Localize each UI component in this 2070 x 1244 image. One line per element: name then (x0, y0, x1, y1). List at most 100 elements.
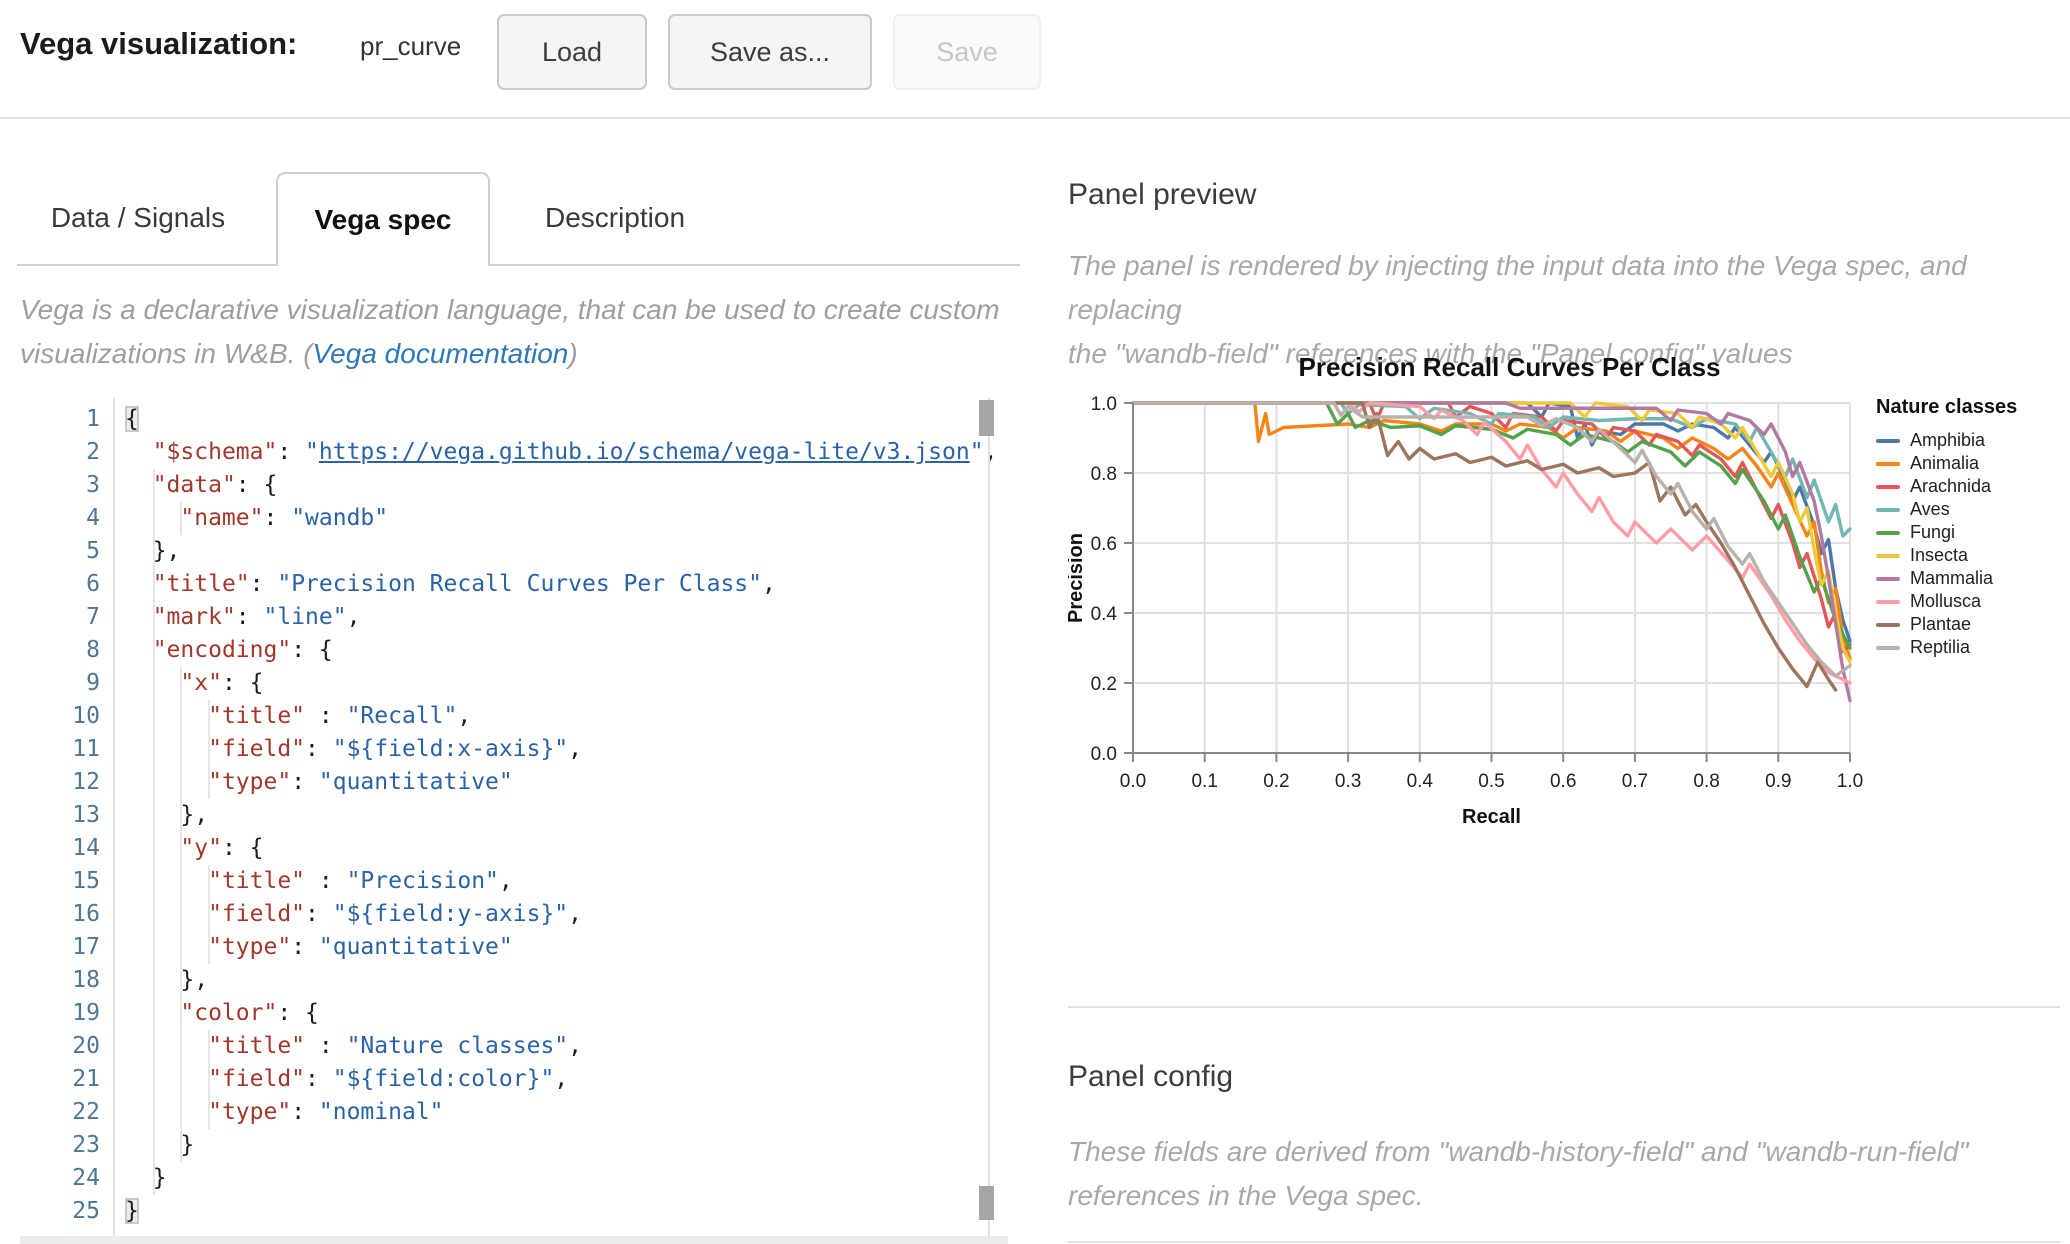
code-line[interactable]: "mark": "line", (152, 604, 361, 630)
code-line[interactable]: "title" : "Precision", (208, 868, 513, 894)
code-line[interactable]: }, (125, 802, 209, 828)
code-line[interactable]: "type": "quantitative" (208, 769, 513, 795)
svg-text:0.2: 0.2 (1263, 771, 1289, 792)
code-line[interactable]: "$schema": "https://vega.github.io/schem… (152, 439, 998, 465)
vega-intro-text: Vega is a declarative visualization lang… (20, 288, 1000, 376)
line-number: 20 (72, 1033, 100, 1059)
indent-guide (152, 469, 155, 1195)
intro-line-1: Vega is a declarative visualization lang… (20, 294, 1000, 325)
legend-swatch-insecta (1876, 553, 1900, 558)
code-line[interactable]: "encoding": { (152, 637, 333, 663)
legend-item: Arachnida (1876, 475, 2066, 498)
load-button[interactable]: Load (497, 14, 647, 90)
code-line[interactable]: } (125, 1165, 167, 1191)
editor-horizontal-scrollbar (20, 1236, 1008, 1244)
code-line[interactable]: "field": "${field:y-axis}", (208, 901, 582, 927)
preview-config-divider (1068, 1006, 2060, 1008)
legend-item: Amphibia (1876, 429, 2066, 452)
legend-swatch-reptilia (1876, 645, 1900, 650)
active-tab-mask (278, 262, 488, 268)
line-number: 15 (72, 868, 100, 894)
svg-text:Recall: Recall (1462, 806, 1521, 828)
line-number: 21 (72, 1066, 100, 1092)
tab-description[interactable]: Description (544, 202, 686, 233)
line-number: 13 (72, 802, 100, 828)
legend-swatch-amphibia (1876, 438, 1900, 443)
pr-chart-svg: 0.0 0.1 0.2 0.3 0.4 0.5 0.6 0.7 0.8 0.9 1.0 0.0 0.2 0… (1065, 352, 1863, 828)
legend-label: Animalia (1910, 453, 1980, 473)
legend-item: Fungi (1876, 521, 2066, 544)
indent-guide (208, 1030, 211, 1129)
svg-text:0.3: 0.3 (1335, 771, 1361, 792)
code-line[interactable]: }, (125, 967, 209, 993)
editor-gutter-border (113, 398, 115, 1244)
line-number: 4 (86, 505, 100, 531)
line-number: 9 (86, 670, 100, 696)
code-line[interactable]: } (125, 1132, 195, 1158)
panel-config-heading: Panel config (1068, 1060, 1234, 1093)
line-number: 11 (72, 736, 100, 762)
code-line[interactable]: "title" : "Recall", (208, 703, 472, 729)
panel-config-description: These fields are derived from "wandb-his… (1068, 1136, 1969, 1211)
line-number: 22 (72, 1099, 100, 1125)
code-line[interactable]: } (125, 1198, 139, 1224)
line-number: 10 (72, 703, 100, 729)
indent-guide (208, 700, 211, 799)
legend-swatch-animalia (1876, 461, 1900, 466)
svg-text:0.7: 0.7 (1622, 771, 1648, 792)
editor-line-numbers: 1 2 3 4 5 6 7 8 9 10 11 12 13 14 15 16 17 18 19 20 21 22 23 24 2… (20, 403, 100, 1228)
legend-label: Reptilia (1910, 637, 1971, 657)
tab-data-signals[interactable]: Data / Signals (50, 202, 226, 233)
svg-text:0.5: 0.5 (1478, 771, 1504, 792)
svg-text:0.0: 0.0 (1120, 771, 1146, 792)
page-title: Vega visualization: (20, 26, 298, 61)
code-line[interactable]: "data": { (152, 472, 278, 498)
code-line[interactable]: "title": "Precision Recall Curves Per Cl… (152, 571, 776, 597)
code-line[interactable]: "color": { (180, 1000, 319, 1026)
panel-preview-heading: Panel preview (1068, 178, 1257, 211)
tab-vega-spec[interactable]: Vega spec (276, 172, 490, 266)
code-line[interactable]: "field": "${field:x-axis}", (208, 736, 582, 762)
svg-text:0.1: 0.1 (1191, 771, 1217, 792)
indent-guide (180, 502, 183, 535)
panel-name-label: pr_curve (360, 31, 462, 61)
editor-scrollbar-mark-bottom[interactable] (979, 1186, 994, 1220)
save-as-button[interactable]: Save as... (668, 14, 872, 90)
line-number: 8 (86, 637, 100, 663)
legend-label: Arachnida (1910, 476, 1992, 496)
vega-spec-code-editor[interactable]: { "$schema": "https://vega.github.io/sch… (125, 403, 998, 1228)
code-line[interactable]: "name": "wandb" (180, 505, 389, 531)
legend-swatch-arachnida (1876, 484, 1900, 489)
pr-curve-chart: 0.0 0.1 0.2 0.3 0.4 0.5 0.6 0.7 0.8 0.9 1.0 0.0 0.2 0… (1065, 352, 1908, 832)
code-line[interactable]: "x": { (180, 670, 264, 696)
legend-label: Fungi (1910, 522, 1956, 542)
svg-text:Precision: Precision (1068, 533, 1087, 623)
svg-text:1.0: 1.0 (1091, 394, 1117, 415)
vega-documentation-link[interactable]: Vega documentation (312, 338, 569, 369)
code-line[interactable]: "type": "nominal" (208, 1099, 444, 1125)
legend-label: Mollusca (1910, 591, 1982, 611)
chart-legend: Nature classes Amphibia Animalia Arachnida… (1876, 396, 2066, 659)
code-line[interactable]: "type": "quantitative" (208, 934, 513, 960)
line-number: 16 (72, 901, 100, 927)
editor-scrollbar-mark-top[interactable] (979, 400, 994, 436)
code-line[interactable]: "title" : "Nature classes", (208, 1033, 582, 1059)
legend-item: Mollusca (1876, 590, 2066, 613)
svg-text:0.4: 0.4 (1407, 771, 1434, 792)
legend-label: Aves (1910, 499, 1950, 519)
code-line[interactable]: "field": "${field:color}", (208, 1066, 569, 1092)
legend-swatch-plantae (1876, 622, 1900, 627)
code-line[interactable]: { (125, 406, 139, 432)
line-number: 23 (72, 1132, 100, 1158)
legend-swatch-aves (1876, 507, 1900, 512)
line-number: 5 (86, 538, 100, 564)
tab-bar-border (17, 264, 1020, 266)
code-line[interactable]: "y": { (180, 835, 264, 861)
line-number: 19 (72, 1000, 100, 1026)
code-line[interactable]: }, (152, 538, 181, 564)
line-number: 2 (86, 439, 100, 465)
line-number: 24 (72, 1165, 100, 1191)
line-number: 3 (86, 472, 100, 498)
line-number: 12 (72, 769, 100, 795)
legend-item: Plantae (1876, 613, 2066, 636)
